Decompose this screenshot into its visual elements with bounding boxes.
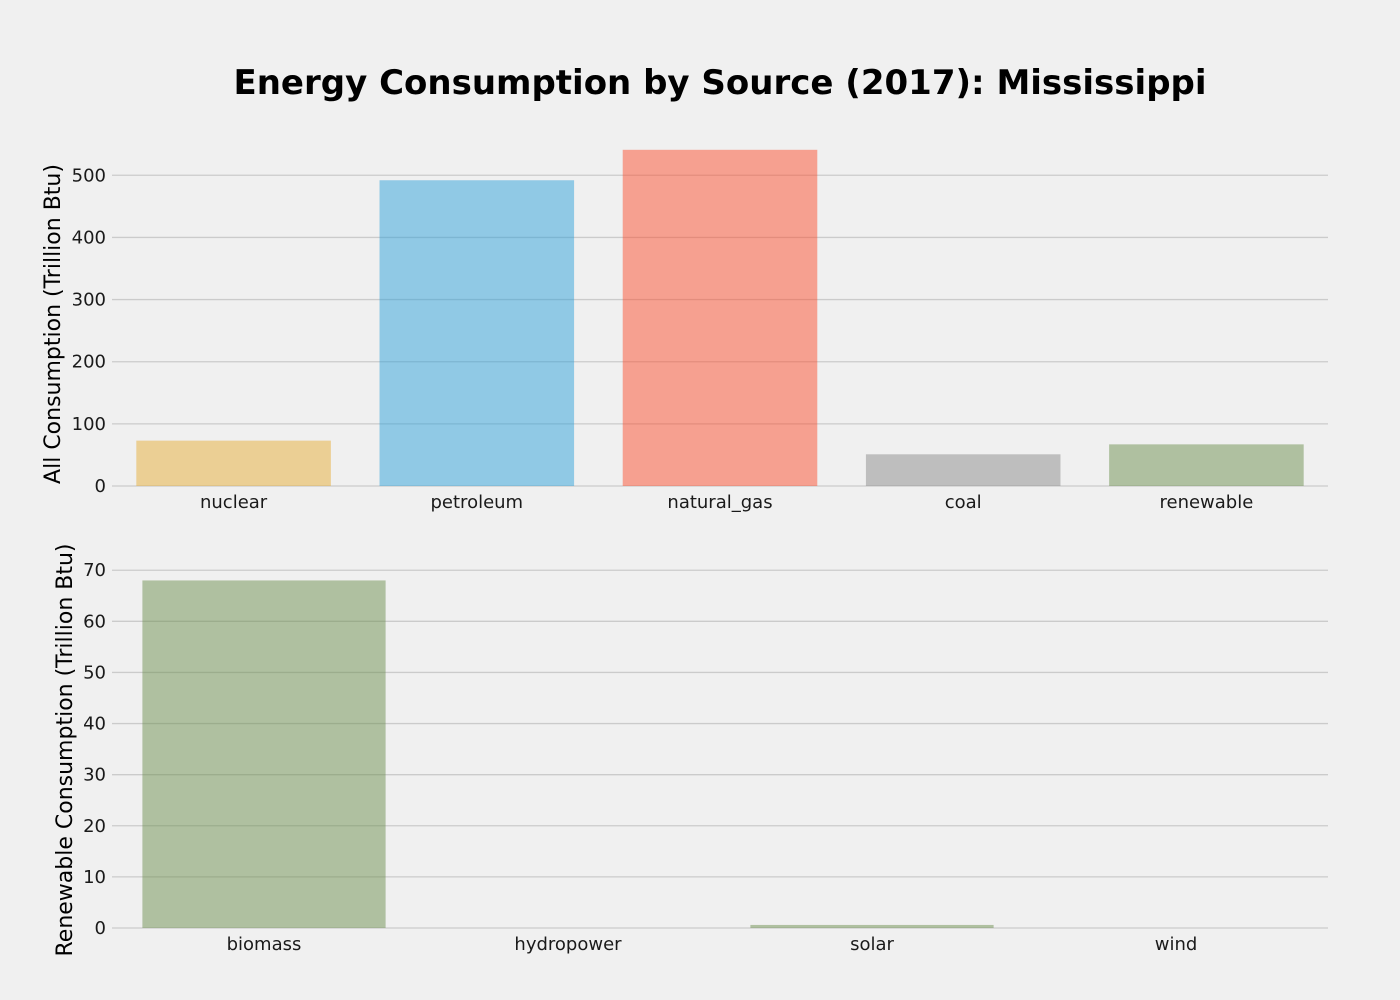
renewable-bar-solar <box>750 924 994 928</box>
all-ytick-label: 0 <box>95 476 106 497</box>
all-xtick-label: coal <box>945 492 982 513</box>
renewable-ytick-label: 10 <box>83 867 106 888</box>
renewable-ytick-label: 40 <box>83 714 106 735</box>
renewable-ytick-label: 20 <box>83 816 106 837</box>
all-ytick-label: 300 <box>72 290 106 311</box>
renewable-xtick-label: hydropower <box>514 934 622 955</box>
all-bar-natural_gas <box>622 149 818 487</box>
renewable-ytick-label: 50 <box>83 662 106 683</box>
renewable-xtick-label: solar <box>850 934 894 955</box>
all-xtick-label: petroleum <box>431 492 524 513</box>
renewable-consumption-chart: 0 10 20 30 40 50 60 70 biomass hydropower solar win… <box>53 543 1328 957</box>
renewable-xtick-label: biomass <box>227 934 302 955</box>
chart-title: Energy Consumption by Source (2017): Mis… <box>233 63 1206 103</box>
all-bar-petroleum <box>379 180 575 486</box>
renewable-bar-biomass <box>142 580 386 928</box>
renewable-xtick-label: wind <box>1155 934 1198 955</box>
all-ytick-label: 400 <box>72 227 106 248</box>
all-bar-nuclear <box>136 440 331 486</box>
all-ylabel: All Consumption (Trillion Btu) <box>41 164 66 484</box>
all-xtick-label: natural_gas <box>667 492 772 513</box>
all-xtick-label: renewable <box>1159 492 1253 513</box>
all-ytick-label: 100 <box>72 414 106 435</box>
renewable-ylabel: Renewable Consumption (Trillion Btu) <box>53 543 78 956</box>
all-ytick-label: 200 <box>72 352 106 373</box>
all-ytick-label: 500 <box>72 165 106 186</box>
renewable-ytick-label: 70 <box>83 560 106 581</box>
all-bar-renewable <box>1109 444 1304 486</box>
renewable-ytick-label: 60 <box>83 611 106 632</box>
all-xtick-label: nuclear <box>200 492 268 513</box>
all-bar-coal <box>865 454 1061 486</box>
renewable-ytick-label: 0 <box>95 918 106 939</box>
renewable-ytick-label: 30 <box>83 765 106 786</box>
all-consumption-chart: 0 100 200 300 400 500 nuclear petroleum natural_… <box>41 149 1328 513</box>
